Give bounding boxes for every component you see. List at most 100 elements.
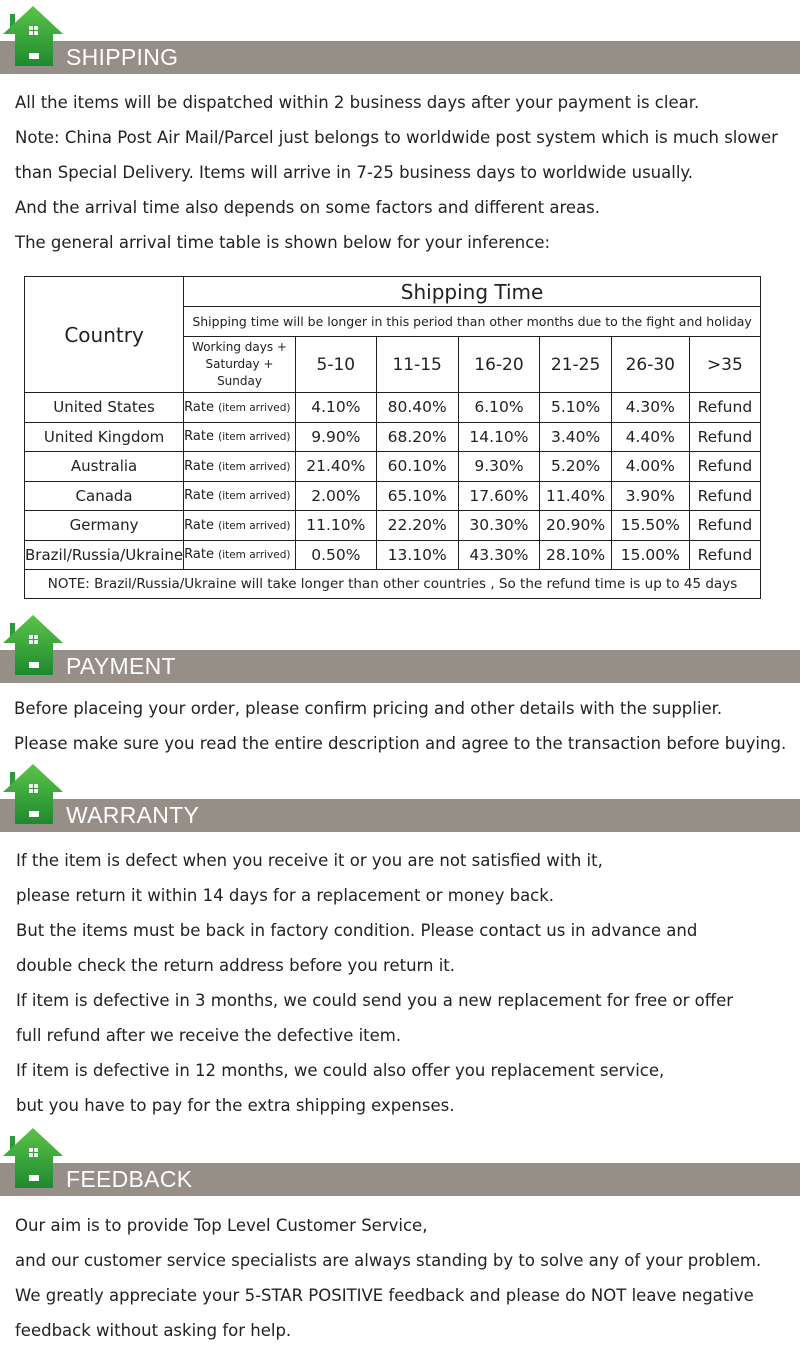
section-title: SHIPPING: [66, 44, 179, 70]
paragraph-line: If item is defective in 3 months, we cou…: [16, 991, 734, 1010]
house-icon: [3, 6, 63, 66]
country-cell: United Kingdom: [23, 421, 185, 452]
paragraph-line: If the item is defect when you receive i…: [16, 851, 603, 870]
shipping-time-header: Shipping Time: [183, 276, 761, 307]
rate-cell: 5.10%: [539, 392, 612, 423]
country-cell: Brazil/Russia/Ukraine: [23, 539, 185, 570]
rate-cell: 20.90%: [539, 510, 612, 541]
paragraph-line: All the items will be dispatched within …: [15, 93, 700, 112]
rate-cell: 4.10%: [294, 392, 377, 423]
warranty-header: WARRANTY: [0, 758, 800, 834]
rate-sub: (item arrived): [218, 401, 291, 414]
rate-cell: 13.10%: [375, 539, 459, 570]
rate-cell: Refund: [688, 421, 762, 452]
table-row: Germany Rate (item arrived) 11.10% 22.20% 30…: [23, 510, 762, 541]
rate-cell: 3.40%: [539, 421, 612, 452]
rate-label: Rate: [184, 488, 214, 504]
rate-cell: 22.20%: [375, 510, 459, 541]
rate-cell: 14.10%: [457, 421, 541, 452]
paragraph-line: than Special Delivery. Items will arrive…: [15, 163, 694, 182]
rate-label-cell: Rate (item arrived): [183, 392, 296, 423]
paragraph-line: please return it within 14 days for a re…: [16, 886, 555, 905]
section-title: PAYMENT: [66, 653, 176, 679]
column-header: 21-25: [539, 336, 612, 393]
rate-cell: 9.90%: [294, 421, 377, 452]
feedback-text: Our aim is to provide Top Level Customer…: [15, 1208, 761, 1348]
shipping-text: All the items will be dispatched within …: [15, 85, 778, 260]
table-row: United Kingdom Rate (item arrived) 9.90% 68…: [23, 421, 762, 452]
country-cell: Canada: [23, 480, 185, 511]
section-title: FEEDBACK: [66, 1166, 193, 1192]
rate-label: Rate: [184, 517, 214, 533]
paragraph-line: Before placeing your order, please confi…: [14, 699, 723, 718]
section-title: WARRANTY: [66, 802, 200, 828]
rate-label: Rate: [184, 458, 214, 474]
column-header: 26-30: [610, 336, 690, 393]
table-row: United States Rate (item arrived) 4.10% 80.…: [23, 392, 762, 423]
rate-cell: 21.40%: [294, 451, 377, 482]
paragraph-line: feedback without asking for help.: [15, 1321, 292, 1340]
rate-cell: 28.10%: [539, 539, 612, 570]
paragraph-line: full refund after we receive the defecti…: [16, 1026, 402, 1045]
rate-cell: 65.10%: [375, 480, 459, 511]
rate-label-cell: Rate (item arrived): [183, 539, 296, 570]
rate-cell: 2.00%: [294, 480, 377, 511]
paragraph-line: but you have to pay for the extra shippi…: [16, 1096, 455, 1115]
rate-cell: 5.20%: [539, 451, 612, 482]
rate-label-cell: Rate (item arrived): [183, 451, 296, 482]
house-icon: [3, 764, 63, 824]
rate-sub: (item arrived): [218, 490, 291, 503]
rate-cell: 17.60%: [457, 480, 541, 511]
table-row: Australia Rate (item arrived) 21.40% 60.10%…: [23, 451, 762, 482]
paragraph-line: and our customer service specialists are…: [15, 1251, 762, 1270]
rate-label: Rate: [184, 547, 214, 563]
shipping-header: SHIPPING: [0, 0, 800, 76]
rate-cell: Refund: [688, 510, 762, 541]
column-header: >35: [688, 336, 762, 393]
paragraph-line: Please make sure you read the entire des…: [14, 734, 787, 753]
rate-label-cell: Rate (item arrived): [183, 421, 296, 452]
period-note: Shipping time will be longer in this per…: [183, 306, 761, 337]
rate-cell: 15.00%: [610, 539, 690, 570]
rate-label: Rate: [184, 399, 214, 415]
days-label: Working days + Saturday + Sunday: [183, 336, 296, 393]
country-cell: Australia: [23, 451, 185, 482]
rate-cell: 4.30%: [610, 392, 690, 423]
rate-cell: 4.00%: [610, 451, 690, 482]
country-cell: United States: [23, 392, 185, 423]
rate-cell: 43.30%: [457, 539, 541, 570]
table-row: Canada Rate (item arrived) 2.00% 65.10% 17.6…: [23, 480, 762, 511]
rate-cell: Refund: [688, 539, 762, 570]
rate-cell: 6.10%: [457, 392, 541, 423]
rate-label-cell: Rate (item arrived): [183, 510, 296, 541]
rate-cell: 9.30%: [457, 451, 541, 482]
rate-cell: Refund: [688, 451, 762, 482]
payment-header: PAYMENT: [0, 609, 800, 685]
paragraph-line: Note: China Post Air Mail/Parcel just be…: [15, 128, 778, 147]
rate-sub: (item arrived): [218, 549, 291, 562]
house-icon: [3, 615, 63, 675]
rate-sub: (item arrived): [218, 519, 291, 532]
rate-cell: 0.50%: [294, 539, 377, 570]
rate-cell: 3.90%: [610, 480, 690, 511]
paragraph-line: double check the return address before y…: [16, 956, 456, 975]
rate-cell: 4.40%: [610, 421, 690, 452]
rate-cell: 60.10%: [375, 451, 459, 482]
house-icon: [3, 1128, 63, 1188]
rate-cell: 30.30%: [457, 510, 541, 541]
rate-label: Rate: [184, 429, 214, 445]
column-header: 16-20: [457, 336, 541, 393]
paragraph-line: And the arrival time also depends on som…: [15, 198, 601, 217]
paragraph-line: We greatly appreciate your 5-STAR POSITI…: [15, 1286, 754, 1305]
warranty-text: If the item is defect when you receive i…: [16, 843, 733, 1123]
feedback-header: FEEDBACK: [0, 1122, 800, 1198]
column-header: 5-10: [294, 336, 377, 393]
column-header: 11-15: [375, 336, 459, 393]
paragraph-line: But the items must be back in factory co…: [16, 921, 698, 940]
paragraph-line: Our aim is to provide Top Level Customer…: [15, 1216, 428, 1235]
rate-cell: Refund: [688, 480, 762, 511]
rate-cell: Refund: [688, 392, 762, 423]
table-note: NOTE: Brazil/Russia/Ukraine will take lo…: [24, 569, 761, 599]
rate-sub: (item arrived): [218, 460, 291, 473]
paragraph-line: The general arrival time table is shown …: [15, 233, 551, 252]
